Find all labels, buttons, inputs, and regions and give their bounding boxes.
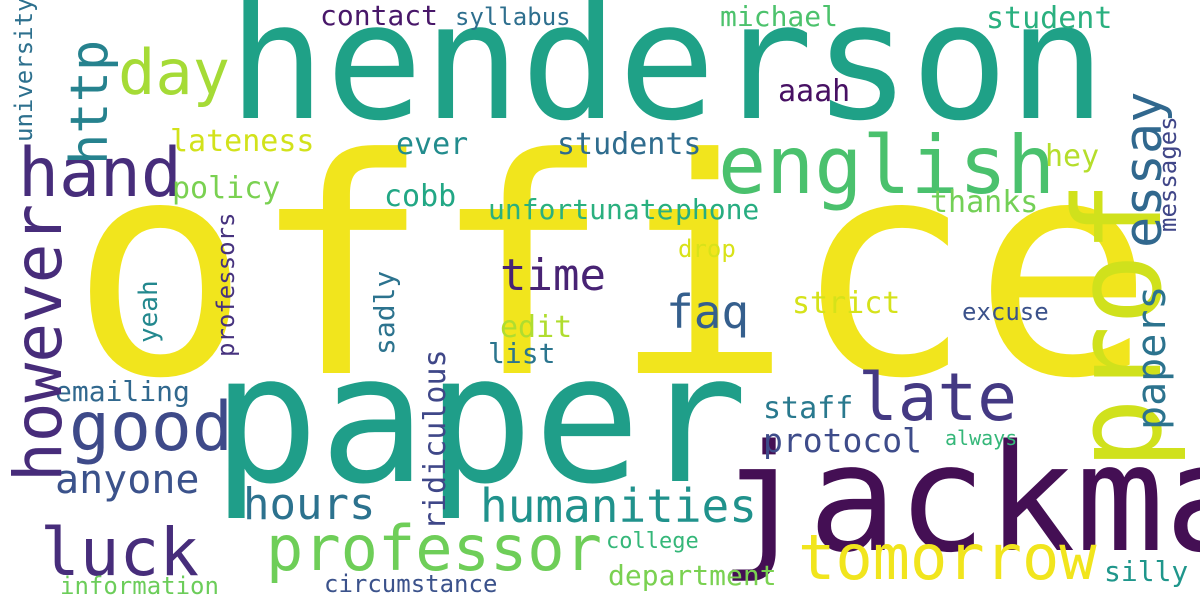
word-cobb: cobb bbox=[384, 179, 457, 214]
word-thanks: thanks bbox=[930, 185, 1039, 220]
word-staff: staff bbox=[763, 391, 854, 426]
word-time: time bbox=[500, 250, 606, 301]
word-hand: hand bbox=[18, 134, 182, 213]
word-aaah: aaah bbox=[778, 74, 851, 109]
word-faq: faq bbox=[666, 285, 750, 339]
word-information: information bbox=[60, 572, 219, 600]
word-henderson: henderson bbox=[228, 0, 1106, 157]
word-unfortunate: unfortunate bbox=[488, 193, 674, 226]
word-papers: papers bbox=[1129, 285, 1175, 431]
word-luck: luck bbox=[40, 514, 199, 591]
word-english: english bbox=[718, 119, 1056, 212]
word-college: college bbox=[606, 529, 699, 554]
word-university: university bbox=[10, 0, 38, 142]
word-department: department bbox=[608, 559, 777, 592]
word-anyone: anyone bbox=[55, 457, 200, 503]
word-ever: ever bbox=[396, 127, 469, 162]
word-office: office bbox=[70, 95, 1154, 444]
word-students: students bbox=[557, 127, 702, 162]
word-hours: hours bbox=[243, 479, 376, 530]
word-excuse: excuse bbox=[962, 298, 1049, 326]
word-drop: drop bbox=[678, 235, 736, 263]
word-ridiculous: ridiculous bbox=[418, 349, 453, 530]
word-always: always bbox=[945, 426, 1018, 450]
word-humanities: humanities bbox=[480, 479, 757, 533]
word-http: http bbox=[60, 39, 120, 165]
word-syllabus: syllabus bbox=[455, 3, 571, 31]
word-professors: professors bbox=[212, 212, 240, 358]
word-edit: edit bbox=[500, 310, 573, 345]
word-strict: strict bbox=[792, 286, 901, 321]
word-circumstance: circumstance bbox=[324, 570, 498, 598]
word-student: student bbox=[986, 1, 1113, 36]
word-list: list bbox=[488, 337, 556, 370]
word-michael: michael bbox=[720, 0, 839, 33]
word-contact: contact bbox=[320, 0, 439, 32]
word-lateness: lateness bbox=[170, 124, 315, 159]
word-paper: paper bbox=[212, 316, 748, 523]
word-phone: phone bbox=[675, 193, 760, 226]
word-silly: silly bbox=[1104, 555, 1189, 588]
word-hey: hey bbox=[1045, 139, 1100, 174]
word-emailing: emailing bbox=[55, 375, 190, 408]
word-good: good bbox=[69, 388, 233, 467]
word-sadly: sadly bbox=[368, 270, 401, 355]
word-day: day bbox=[118, 36, 230, 109]
word-policy: policy bbox=[172, 171, 281, 206]
word-however: however bbox=[0, 203, 77, 482]
word-messages: messages bbox=[1154, 116, 1182, 232]
word-protocol: protocol bbox=[763, 421, 922, 460]
word-tomorrow: tomorrow bbox=[798, 521, 1097, 594]
word-yeah: yeah bbox=[134, 280, 164, 343]
word-jackman: jackman bbox=[719, 413, 1200, 585]
word-late: late bbox=[858, 359, 1017, 436]
word-professor: professor bbox=[266, 512, 602, 585]
